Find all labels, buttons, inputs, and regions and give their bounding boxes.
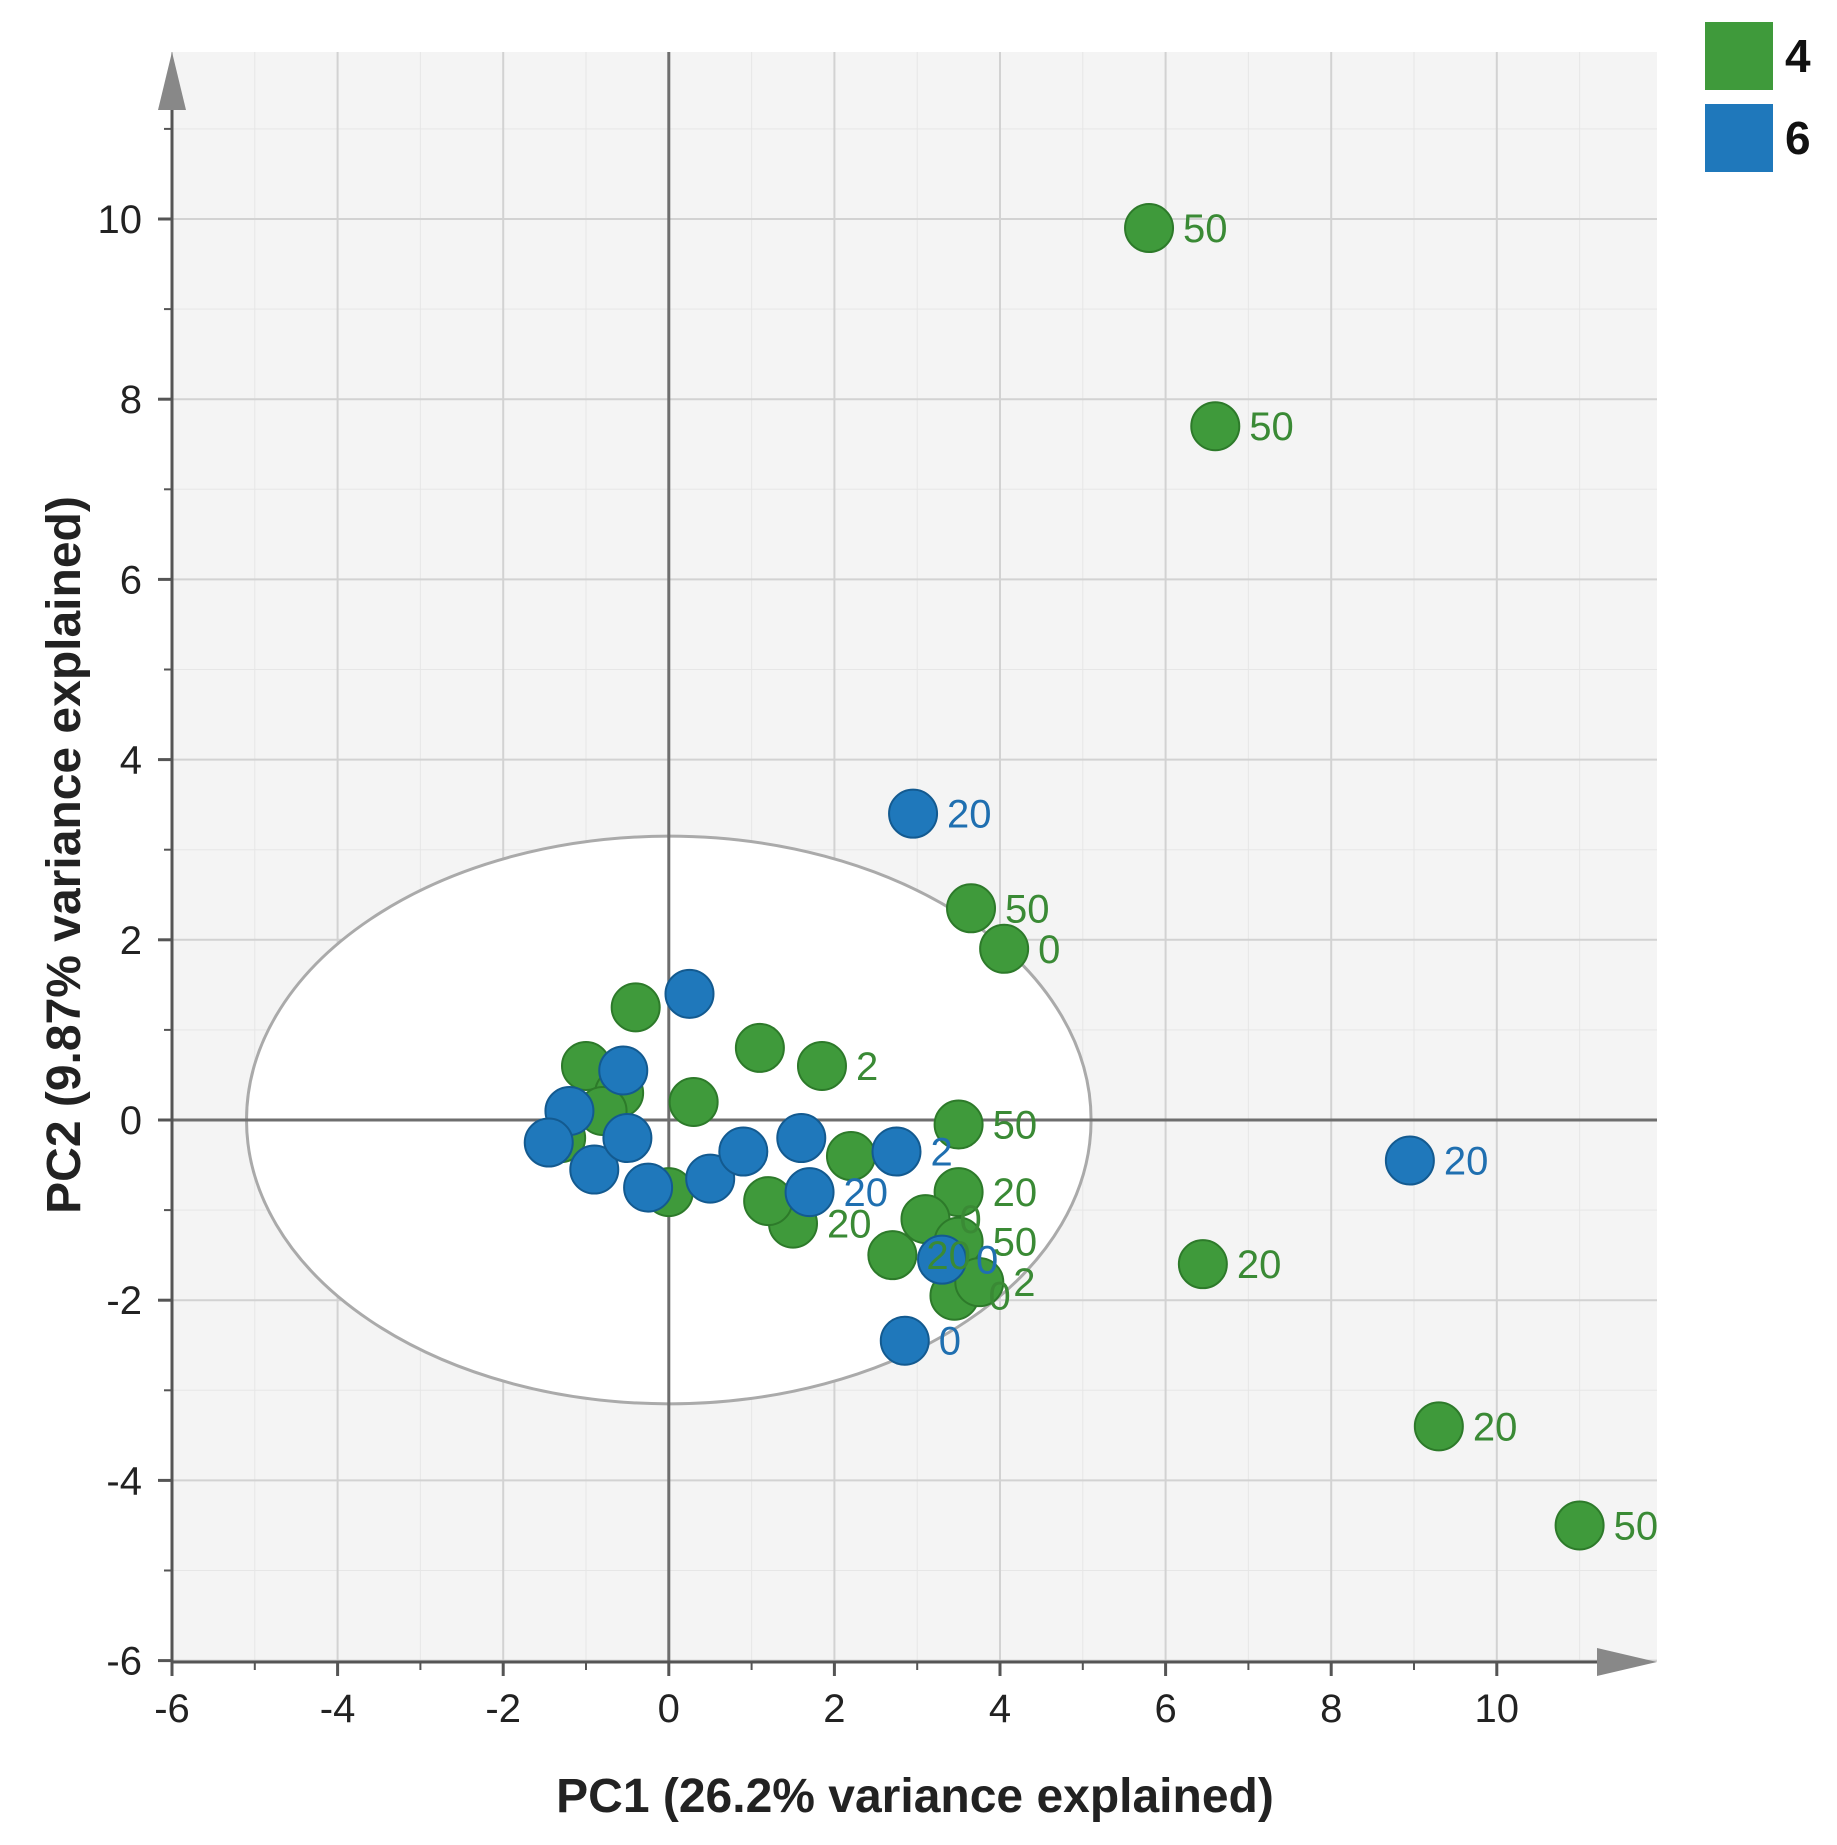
point-label: 2 (856, 1045, 878, 1089)
point-group-4 (1554, 1500, 1605, 1551)
point-label: 50 (1614, 1504, 1659, 1548)
point-group-6 (718, 1126, 769, 1177)
point-group-6 (776, 1113, 827, 1164)
point-label: 0 (988, 1275, 1010, 1319)
point-group-6 (1384, 1135, 1435, 1186)
y-tick-label: 10 (98, 198, 143, 242)
point-group-6 (569, 1144, 620, 1195)
point-group-6 (598, 1045, 649, 1096)
y-axis-ticks: -6 -4 -2 0 2 4 6 8 10 (98, 127, 172, 1684)
point-label: 2 (931, 1131, 953, 1175)
x-tick-label: 8 (1320, 1687, 1342, 1731)
y-axis-arrow (158, 52, 186, 110)
x-tick-label: -6 (154, 1687, 190, 1731)
x-tick-label: -4 (320, 1687, 356, 1731)
point-group-6 (917, 1234, 968, 1285)
y-tick-label: -2 (106, 1279, 142, 1323)
data-points (523, 203, 1605, 1551)
point-group-4 (743, 1176, 794, 1227)
y-tick-label: 4 (120, 739, 142, 783)
y-tick-label: 2 (120, 919, 142, 963)
y-axis-title: PC2 (9.87% variance explained) (38, 496, 91, 1214)
x-tick-label: 2 (823, 1687, 845, 1731)
point-group-4 (1124, 203, 1175, 254)
point-group-4 (796, 1040, 847, 1091)
point-label: 0 (1038, 928, 1060, 972)
y-tick-label: 8 (120, 378, 142, 422)
point-label: 20 (993, 1171, 1038, 1215)
legend-label-4: 4 (1785, 30, 1811, 82)
point-group-4 (668, 1076, 719, 1127)
point-group-6 (871, 1126, 922, 1177)
axes (158, 52, 1657, 1676)
point-label: 50 (1249, 405, 1294, 449)
x-axis-arrow (1597, 1648, 1657, 1676)
point-group-4 (933, 1167, 984, 1218)
x-axis-title: PC1 (26.2% variance explained) (556, 1770, 1274, 1823)
point-group-4 (946, 883, 997, 934)
point-group-4 (933, 1099, 984, 1150)
point-label: 20 (947, 793, 992, 837)
point-group-4 (1190, 401, 1241, 452)
point-label: 50 (1183, 207, 1228, 251)
point-label: 20 (1473, 1405, 1518, 1449)
point-group-6 (784, 1167, 835, 1218)
point-label: 20 (827, 1203, 872, 1247)
point-label: 50 (993, 1221, 1038, 1265)
x-tick-label: 10 (1475, 1687, 1520, 1731)
x-tick-label: 4 (989, 1687, 1011, 1731)
point-label: 50 (993, 1104, 1038, 1148)
point-label: 50 (1005, 887, 1050, 931)
y-tick-label: 0 (120, 1099, 142, 1143)
point-group-6 (879, 1315, 930, 1366)
point-label: 20 (1237, 1243, 1282, 1287)
point-group-4 (610, 982, 661, 1033)
legend: 4 6 (1705, 22, 1811, 172)
point-group-6 (685, 1153, 736, 1204)
point-group-4 (979, 923, 1030, 974)
x-tick-label: 6 (1154, 1687, 1176, 1731)
point-label: 0 (976, 1239, 998, 1283)
point-group-4 (1177, 1239, 1228, 1290)
x-tick-label: 0 (658, 1687, 680, 1731)
legend-swatch-6 (1705, 104, 1773, 172)
x-tick-label: -2 (485, 1687, 521, 1731)
point-group-6 (602, 1113, 653, 1164)
legend-swatch-4 (1705, 22, 1773, 90)
point-group-6 (623, 1162, 674, 1213)
point-label: 0 (959, 1198, 981, 1242)
point-group-4 (954, 1257, 1005, 1308)
point-group-6 (664, 968, 715, 1019)
x-axis-ticks: -6 -4 -2 0 2 4 6 8 10 (154, 1662, 1519, 1731)
point-group-6 (888, 788, 939, 839)
point-group-6 (523, 1117, 574, 1168)
plot-background (172, 52, 1657, 1662)
point-label: 20 (1444, 1140, 1489, 1184)
y-tick-label: -6 (106, 1640, 142, 1684)
point-label: 2 (1013, 1261, 1035, 1305)
legend-label-6: 6 (1785, 112, 1811, 164)
zero-lines (172, 52, 1657, 1662)
y-tick-label: 6 (120, 558, 142, 602)
point-label: 20 (844, 1171, 889, 1215)
point-group-4 (1413, 1401, 1464, 1452)
y-tick-label: -4 (106, 1459, 142, 1503)
point-label: 20 (926, 1234, 971, 1278)
point-group-4 (867, 1230, 918, 1281)
point-group-4 (734, 1022, 785, 1073)
point-label: 0 (939, 1320, 961, 1364)
